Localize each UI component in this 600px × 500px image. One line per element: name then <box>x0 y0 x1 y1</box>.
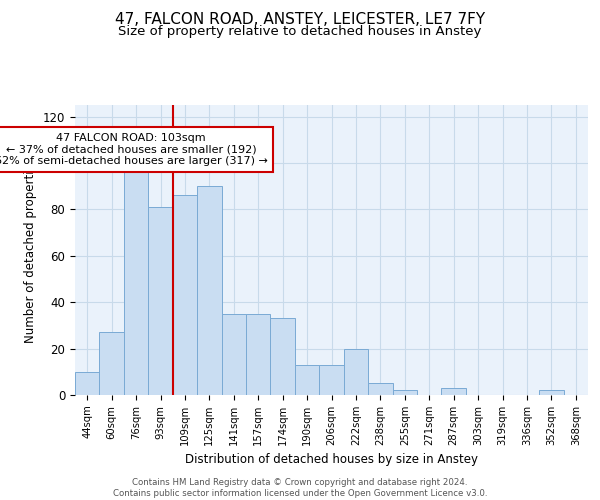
Bar <box>173 196 197 395</box>
Text: Contains HM Land Registry data © Crown copyright and database right 2024.
Contai: Contains HM Land Registry data © Crown c… <box>113 478 487 498</box>
Bar <box>442 388 466 395</box>
Bar <box>197 186 221 395</box>
Bar <box>246 314 271 395</box>
Bar <box>295 365 319 395</box>
Bar <box>344 348 368 395</box>
Bar <box>539 390 563 395</box>
Text: 47, FALCON ROAD, ANSTEY, LEICESTER, LE7 7FY: 47, FALCON ROAD, ANSTEY, LEICESTER, LE7 … <box>115 12 485 28</box>
Bar <box>392 390 417 395</box>
Bar <box>75 372 100 395</box>
X-axis label: Distribution of detached houses by size in Anstey: Distribution of detached houses by size … <box>185 454 478 466</box>
Bar <box>221 314 246 395</box>
Bar <box>100 332 124 395</box>
Text: 47 FALCON ROAD: 103sqm
← 37% of detached houses are smaller (192)
62% of semi-de: 47 FALCON ROAD: 103sqm ← 37% of detached… <box>0 133 268 166</box>
Bar <box>271 318 295 395</box>
Bar <box>368 384 392 395</box>
Bar <box>124 168 148 395</box>
Y-axis label: Number of detached properties: Number of detached properties <box>25 157 37 343</box>
Text: Size of property relative to detached houses in Anstey: Size of property relative to detached ho… <box>118 25 482 38</box>
Bar <box>319 365 344 395</box>
Bar <box>148 207 173 395</box>
